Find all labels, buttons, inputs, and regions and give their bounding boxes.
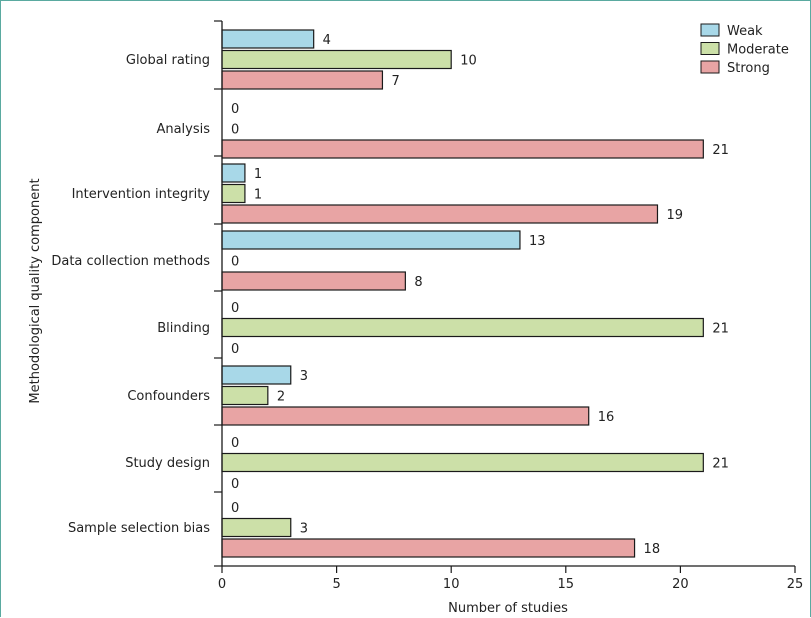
bar-global-rating-weak xyxy=(221,29,315,49)
value-label-confounders-weak: 3 xyxy=(300,369,308,384)
category-label-analysis: Analysis xyxy=(156,122,210,137)
x-tick-label-0: 0 xyxy=(218,577,226,592)
value-label-data-collection-methods-strong: 8 xyxy=(414,275,422,290)
value-label-confounders-strong: 16 xyxy=(598,410,615,425)
value-label-study-design-weak: 0 xyxy=(231,436,239,451)
value-label-intervention-integrity-moderate: 1 xyxy=(254,188,262,203)
value-label-sample-selection-bias-strong: 18 xyxy=(644,542,661,557)
legend-label-moderate: Moderate xyxy=(727,43,789,58)
value-label-intervention-integrity-weak: 1 xyxy=(254,167,262,182)
category-label-confounders: Confounders xyxy=(127,389,210,404)
value-label-study-design-strong: 0 xyxy=(231,477,239,492)
bar-confounders-weak xyxy=(221,365,292,385)
x-tick-label-20: 20 xyxy=(672,577,689,592)
bars-layer xyxy=(221,29,704,558)
bar-study-design-moderate xyxy=(221,452,704,473)
value-label-global-rating-strong: 7 xyxy=(391,74,399,89)
bar-intervention-integrity-moderate xyxy=(221,183,246,204)
bar-blinding-moderate xyxy=(221,317,704,338)
value-label-confounders-moderate: 2 xyxy=(277,390,285,405)
legend-label-weak: Weak xyxy=(727,24,763,39)
bar-intervention-integrity-weak xyxy=(221,163,246,183)
x-tick-label-5: 5 xyxy=(332,577,340,592)
category-label-global-rating: Global rating xyxy=(126,53,210,68)
x-axis-title: Number of studies xyxy=(448,601,568,616)
value-label-intervention-integrity-strong: 19 xyxy=(666,208,683,223)
bar-analysis-strong xyxy=(221,139,704,159)
bar-confounders-strong xyxy=(221,406,590,426)
x-tick-label-10: 10 xyxy=(443,577,460,592)
value-label-analysis-weak: 0 xyxy=(231,102,239,117)
legend-swatch-strong xyxy=(700,60,720,74)
x-tick-label-25: 25 xyxy=(787,577,804,592)
value-label-blinding-weak: 0 xyxy=(231,301,239,316)
value-label-analysis-strong: 21 xyxy=(712,143,729,158)
bar-global-rating-moderate xyxy=(221,49,452,70)
bar-confounders-moderate xyxy=(221,385,269,406)
legend: Weak Moderate Strong xyxy=(700,23,789,76)
bar-data-collection-methods-weak xyxy=(221,230,521,250)
value-label-sample-selection-bias-moderate: 3 xyxy=(300,522,308,537)
bar-intervention-integrity-strong xyxy=(221,204,659,224)
value-label-data-collection-methods-moderate: 0 xyxy=(231,255,239,270)
x-tick-label-15: 15 xyxy=(558,577,575,592)
axes-layer: Global rating Analysis Intervention integr… xyxy=(51,20,804,592)
category-label-intervention-integrity: Intervention integrity xyxy=(72,187,211,202)
legend-swatch-weak xyxy=(700,23,720,37)
value-label-analysis-moderate: 0 xyxy=(231,123,239,138)
bar-sample-selection-bias-moderate xyxy=(221,517,292,538)
value-label-global-rating-weak: 4 xyxy=(323,33,331,48)
category-label-data-collection-methods: Data collection methods xyxy=(51,254,210,269)
value-label-blinding-moderate: 21 xyxy=(712,322,729,337)
legend-swatch-moderate xyxy=(700,42,720,55)
value-label-study-design-moderate: 21 xyxy=(712,457,729,472)
y-axis-title: Methodological quality component xyxy=(28,178,43,403)
bar-data-collection-methods-strong xyxy=(221,271,406,291)
category-label-study-design: Study design xyxy=(125,456,210,471)
category-label-sample-selection-bias: Sample selection bias xyxy=(68,521,210,536)
bar-sample-selection-bias-strong xyxy=(221,538,636,558)
value-label-sample-selection-bias-weak: 0 xyxy=(231,501,239,516)
category-label-blinding: Blinding xyxy=(157,321,210,336)
value-label-global-rating-moderate: 10 xyxy=(460,54,477,69)
value-label-data-collection-methods-weak: 13 xyxy=(529,234,546,249)
value-label-blinding-strong: 0 xyxy=(231,342,239,357)
bar-global-rating-strong xyxy=(221,70,384,90)
legend-label-strong: Strong xyxy=(727,61,770,76)
